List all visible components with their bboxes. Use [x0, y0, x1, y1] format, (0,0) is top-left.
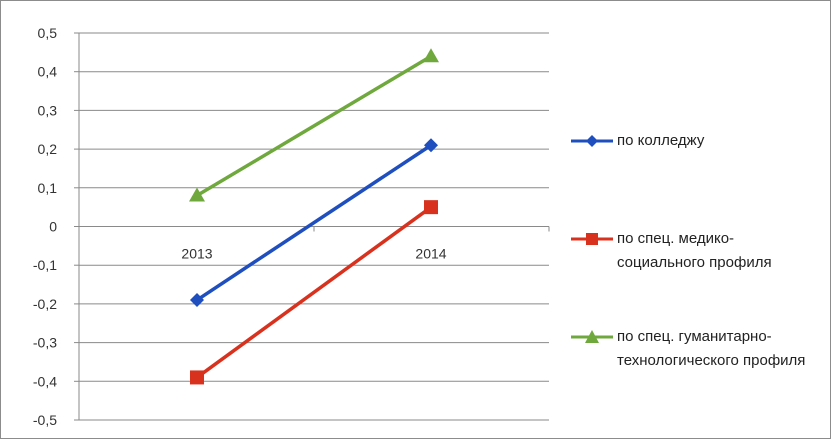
y-tick-label: 0,2: [38, 141, 58, 157]
line-chart: 0,5 0,4 0,3 0,2 0,1 0 -0,1 -0,2 -0,3 -0,4 -0,5 2013…: [33, 25, 550, 428]
legend-label: по колледжу: [617, 132, 705, 149]
y-tick-label: -0,5: [33, 412, 57, 428]
data-point-triangle: [423, 48, 439, 63]
legend-item-humanitarian-tech: по спец. гуманитарно-технологического пр…: [569, 325, 829, 405]
legend-label: по спец. гуманитарно-технологического пр…: [617, 328, 806, 369]
legend: по колледжу по спец. медико-социального …: [569, 1, 829, 438]
data-point-diamond: [190, 293, 204, 308]
legend-swatch-square-icon: [571, 233, 613, 245]
y-tick-label: 0,5: [38, 25, 58, 41]
y-tick-label: -0,1: [33, 257, 57, 273]
data-point-triangle: [189, 187, 205, 202]
legend-item-medical-social: по спец. медико-социального профиля: [569, 227, 829, 283]
y-tick-label: -0,2: [33, 296, 57, 312]
series-line-2: [196, 54, 432, 198]
data-point-square: [424, 200, 438, 215]
legend-item-college: по колледжу: [569, 129, 829, 157]
x-tick-label: 2014: [415, 246, 446, 262]
y-tick-label: 0,1: [38, 180, 58, 196]
series-line-0: [196, 143, 432, 302]
y-tick-label: 0: [49, 219, 57, 235]
y-tick-label: 0,4: [38, 64, 58, 80]
y-tick-label: -0,3: [33, 335, 57, 351]
series-line-1: [195, 205, 433, 379]
data-point-diamond: [424, 138, 438, 153]
y-tick-label: -0,4: [33, 373, 57, 389]
y-tick-label: 0,3: [38, 102, 58, 118]
x-tick-label: 2013: [181, 246, 212, 262]
legend-label: по спец. медико-социального профиля: [617, 230, 772, 271]
data-point-square: [190, 370, 204, 385]
legend-swatch-diamond-icon: [571, 135, 613, 147]
legend-swatch-triangle-icon: [571, 330, 613, 343]
